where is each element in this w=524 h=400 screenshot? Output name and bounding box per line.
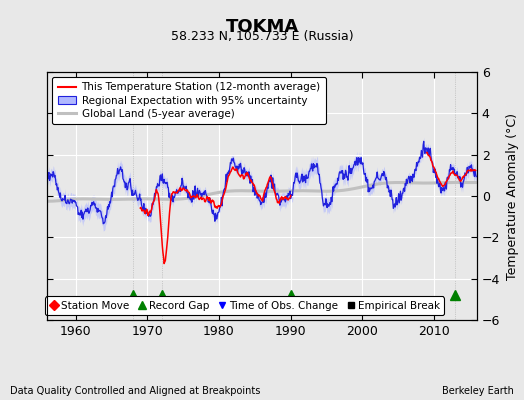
Text: Data Quality Controlled and Aligned at Breakpoints: Data Quality Controlled and Aligned at B… (10, 386, 261, 396)
Text: 58.233 N, 105.733 E (Russia): 58.233 N, 105.733 E (Russia) (171, 30, 353, 43)
Y-axis label: Temperature Anomaly (°C): Temperature Anomaly (°C) (506, 112, 519, 280)
Text: TOKMA: TOKMA (225, 18, 299, 36)
Legend: Station Move, Record Gap, Time of Obs. Change, Empirical Break: Station Move, Record Gap, Time of Obs. C… (46, 296, 444, 315)
Text: Berkeley Earth: Berkeley Earth (442, 386, 514, 396)
